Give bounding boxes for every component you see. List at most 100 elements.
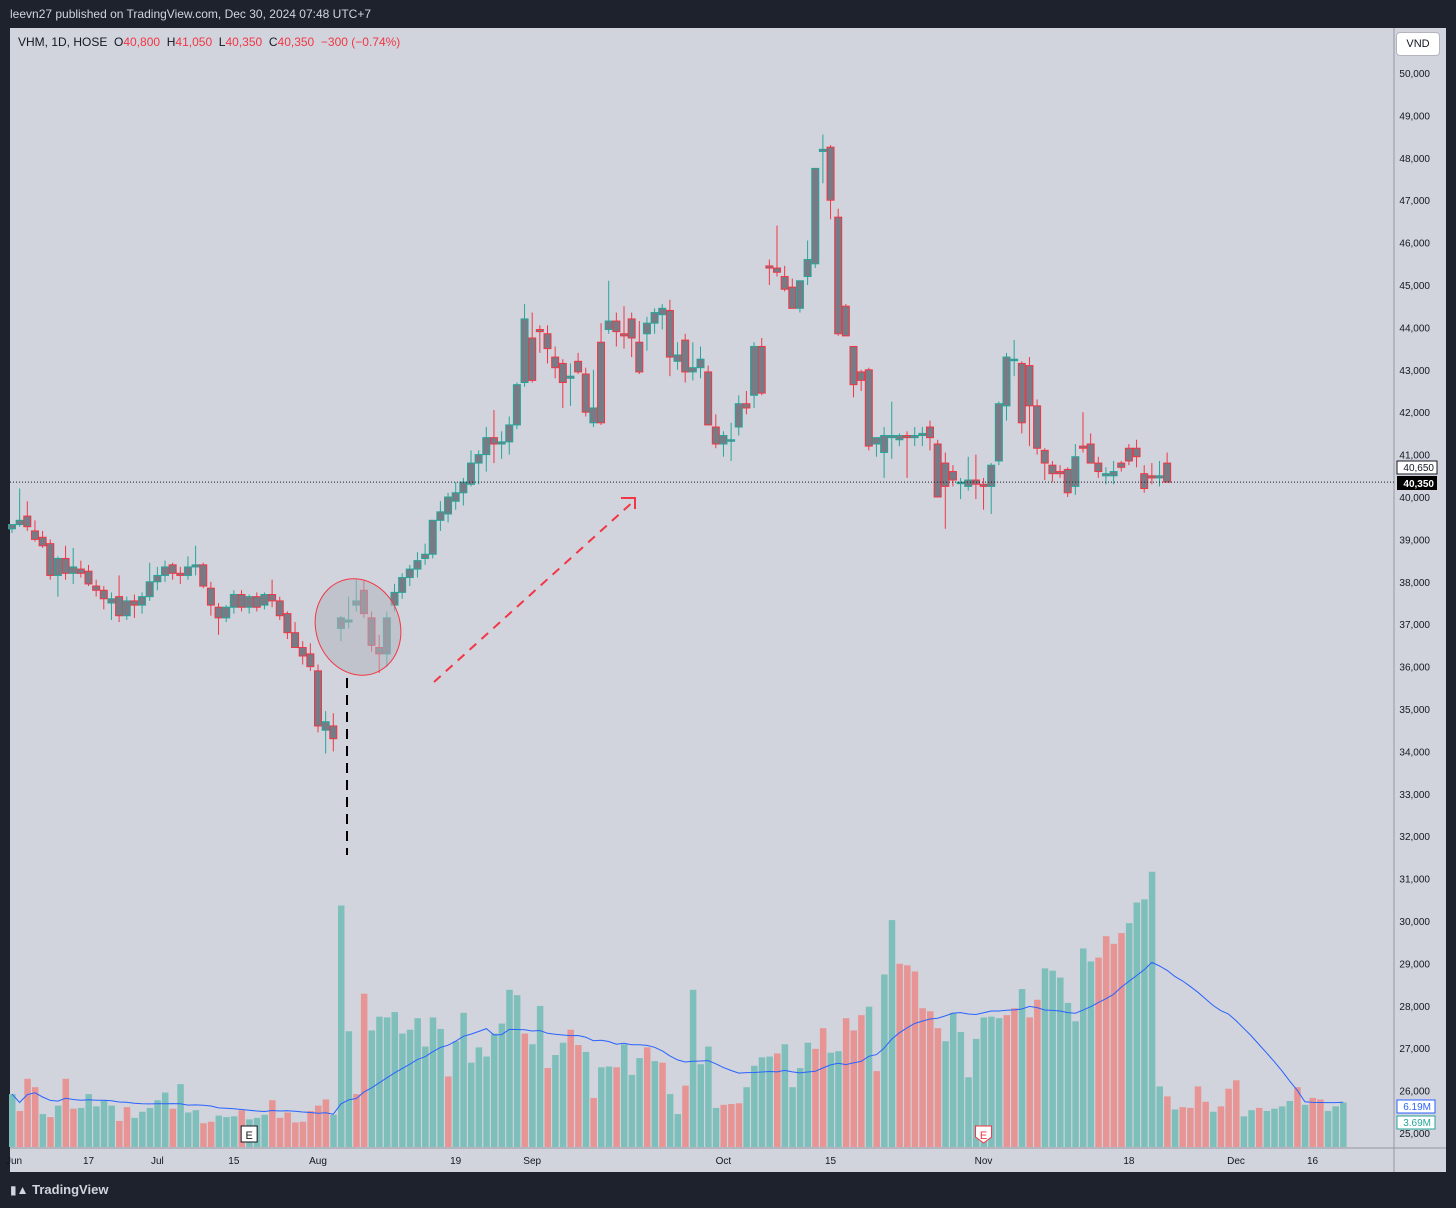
volume-bar [1110, 943, 1118, 1147]
volume-ma-label: 6.19M [1403, 1102, 1431, 1113]
candle [711, 414, 720, 449]
volume-bar [261, 1114, 268, 1147]
annotation-layer [10, 481, 1394, 855]
candle-body [612, 320, 621, 333]
candle-body [956, 481, 965, 485]
candle-body [627, 318, 636, 339]
volume-bar [399, 1033, 406, 1147]
candle [773, 225, 781, 277]
earnings-event-marker [240, 1125, 258, 1143]
candle-body [489, 437, 498, 445]
last-price-label-box [1397, 476, 1437, 490]
candle [130, 594, 139, 618]
candle-body [696, 358, 705, 369]
candle-body [849, 345, 858, 386]
candle-body [1071, 456, 1080, 487]
candle [298, 641, 307, 665]
footer-bar [0, 1172, 1456, 1208]
candle [115, 575, 124, 623]
candle [1094, 456, 1103, 478]
volume-bar [139, 1111, 146, 1147]
candle-body [8, 524, 16, 530]
candle [620, 306, 628, 349]
volume-bar [873, 1071, 880, 1147]
price-tick-label: 33,000 [1399, 790, 1430, 801]
volume-bar [62, 1078, 70, 1147]
candle [168, 562, 177, 580]
volume-bar [1286, 1101, 1294, 1147]
candle [467, 450, 475, 487]
time-tick-label: Oct [716, 1156, 732, 1167]
volume-bar [689, 989, 697, 1147]
candle [727, 422, 736, 461]
price-tick-label: 47,000 [1399, 196, 1430, 207]
candle [206, 581, 215, 616]
volume-bar [207, 1121, 215, 1147]
candle [750, 342, 759, 408]
candle [604, 280, 613, 334]
volume-bar [54, 1105, 62, 1147]
volume-bar [904, 965, 911, 1147]
volume-bar [146, 1107, 154, 1147]
candle [84, 564, 93, 587]
price-tick-label: 31,000 [1399, 875, 1430, 886]
volume-bar [506, 989, 513, 1147]
candle-body [688, 367, 697, 373]
volume-bar [1255, 1107, 1263, 1147]
candle-body [161, 566, 169, 576]
candle-body [122, 600, 131, 617]
candle [987, 463, 996, 514]
price-tick-label: 43,000 [1399, 366, 1430, 377]
price-tick-label: 25,000 [1399, 1129, 1430, 1140]
candle-body [283, 613, 292, 634]
candle-body [1025, 365, 1034, 407]
volume-bar [322, 1099, 330, 1147]
candle [61, 545, 70, 580]
volume-bar [705, 1046, 712, 1147]
candle [757, 338, 766, 396]
tradingview-logo[interactable]: ▮▲ TradingView [10, 1182, 108, 1197]
candle [650, 308, 659, 334]
volume-bar [177, 1084, 184, 1147]
candle-body [1017, 362, 1026, 424]
volume-bar [383, 1017, 391, 1147]
volume-bar [169, 1108, 177, 1147]
candle-body [512, 384, 521, 426]
candle-layer [8, 134, 1172, 754]
candle-body [1079, 445, 1087, 449]
volume-bar [842, 1018, 850, 1147]
candle [436, 501, 445, 531]
candle [543, 325, 552, 364]
candle-body [84, 570, 93, 585]
candle [681, 333, 690, 383]
volume-bar [215, 1115, 223, 1147]
candle-body [597, 341, 606, 424]
volume-bar [437, 1028, 444, 1147]
candle [887, 401, 896, 459]
volume-bar [483, 1056, 490, 1147]
price-tick-label: 39,000 [1399, 535, 1430, 546]
volume-bar [643, 1047, 651, 1147]
volume-bar [1087, 961, 1095, 1147]
candle-body [459, 481, 468, 494]
candle-body [107, 598, 116, 604]
volume-bar [919, 1008, 926, 1147]
candle-body [191, 564, 200, 568]
volume-bar [116, 1120, 123, 1147]
volume-bar [651, 1061, 659, 1147]
candle-body [551, 356, 560, 369]
volume-bar [452, 1041, 460, 1147]
currency-button[interactable]: VND [1397, 33, 1439, 55]
candle-body [1155, 475, 1164, 479]
candle [321, 711, 330, 754]
price-tick-label: 35,000 [1399, 705, 1430, 716]
volume-bar [1080, 948, 1087, 1147]
earnings-event-label: E [245, 1130, 252, 1142]
volume-bar [184, 1112, 192, 1147]
candle [535, 325, 544, 353]
candle-body [604, 320, 613, 331]
candle [306, 643, 315, 671]
close-label: C [268, 35, 278, 49]
candle-body [979, 483, 988, 487]
